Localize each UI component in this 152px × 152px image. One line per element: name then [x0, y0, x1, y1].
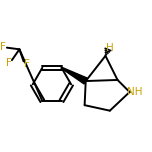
Text: NH: NH — [127, 87, 143, 97]
Text: H: H — [106, 43, 114, 53]
Text: F: F — [0, 42, 6, 52]
Polygon shape — [61, 67, 87, 84]
Text: F: F — [6, 58, 12, 68]
Text: F: F — [24, 59, 30, 69]
